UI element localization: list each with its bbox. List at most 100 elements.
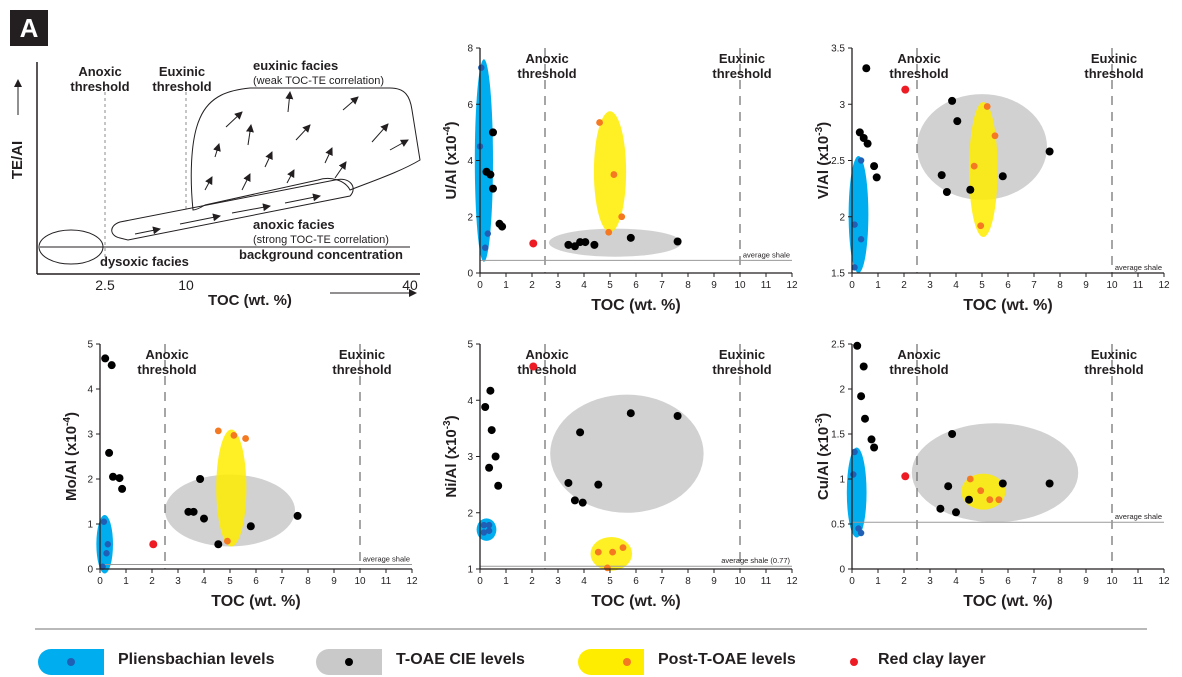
- cu-xtick-label-7: 7: [1031, 576, 1037, 587]
- v-xtick-label-5: 5: [979, 280, 985, 291]
- cu-ytick-label-1: 1: [839, 475, 845, 486]
- cu-point-post_toae-1: [977, 487, 985, 495]
- legend-dot-post-toae: [623, 658, 631, 666]
- cu-xtick-label-10: 10: [1106, 576, 1118, 587]
- cu-ytick-label-2.5: 2.5: [831, 340, 845, 351]
- u-y-label: U/Al (x10-4): [442, 121, 460, 199]
- legend-label-pliensbachian: Pliensbachian levels: [118, 651, 275, 668]
- cu-xtick-label-4: 4: [953, 576, 959, 587]
- v-ytick-label-2.5: 2.5: [831, 156, 845, 167]
- ni-xtick-label-7: 7: [659, 576, 665, 587]
- u-average-shale-label: average shale: [743, 250, 790, 259]
- cu-point-pliensbachian-0: [851, 448, 858, 456]
- mo-point-toae-11: [246, 522, 255, 531]
- mo-point-post_toae-1: [230, 431, 238, 439]
- u-point-red_clay-0: [529, 239, 538, 248]
- u-xtick-label-1: 1: [503, 280, 509, 291]
- cu-xtick-label-3: 3: [927, 576, 933, 587]
- cu-threshold-label-1-1: threshold: [1084, 362, 1143, 377]
- u-threshold-label-0-0: Anoxic: [525, 51, 568, 66]
- cu-point-pliensbachian-3: [857, 529, 865, 537]
- u-region-toae: [548, 228, 682, 257]
- ni-xtick-label-11: 11: [761, 576, 772, 587]
- u-xtick-label-10: 10: [734, 280, 746, 291]
- u-region-pliensbachian: [474, 59, 493, 262]
- cu-x-label: TOC (wt. %): [963, 593, 1052, 610]
- euxinic-facies-outline: [190, 87, 421, 211]
- ni-xtick-label-4: 4: [581, 576, 587, 587]
- u-threshold-label-1-0: Euxinic: [719, 51, 765, 66]
- v-point-pliensbachian-1: [851, 221, 858, 228]
- u-point-post_toae-1: [610, 171, 618, 178]
- cu-point-toae-4: [867, 435, 876, 444]
- cu-point-toae-5: [870, 443, 879, 452]
- panel-label: A: [10, 10, 48, 46]
- mo-point-toae-2: [105, 448, 114, 457]
- u-xtick-label-11: 11: [761, 280, 772, 291]
- schematic-euxinic-label-1: Euxinic: [159, 64, 205, 79]
- mo-point-toae-8: [189, 507, 198, 516]
- cu-ytick-label-1.5: 1.5: [831, 430, 845, 441]
- legend-dot-pliensbachian: [67, 658, 75, 666]
- mo-y-label: Mo/Al (x10-4): [62, 412, 80, 501]
- cu-ytick-label-0.5: 0.5: [831, 520, 845, 531]
- background-label: background concentration: [239, 247, 403, 262]
- u-xtick-label-8: 8: [685, 280, 691, 291]
- cu-y-label: Cu/Al (x10-3): [814, 413, 832, 500]
- v-point-toae-6: [948, 96, 957, 105]
- ni-threshold-label-1-1: threshold: [712, 362, 771, 377]
- mo-point-toae-10: [214, 540, 223, 549]
- v-point-red_clay-0: [901, 85, 910, 94]
- cu-ytick-label-0: 0: [839, 565, 845, 576]
- mo-point-toae-1: [107, 361, 116, 370]
- mo-point-toae-0: [101, 354, 110, 363]
- mo-point-red_clay-0: [149, 540, 158, 549]
- mo-point-post_toae-0: [214, 427, 222, 435]
- mo-xtick-label-2: 2: [149, 576, 155, 587]
- ni-ytick-label-3: 3: [467, 452, 473, 463]
- ni-point-post_toae-1: [609, 548, 616, 556]
- mo-ytick-label-3: 3: [87, 430, 93, 441]
- schematic-diagram: TE/AI TOC (wt. %) 2.5 10 40 Anoxic thres…: [9, 58, 421, 309]
- v-xtick-label-1: 1: [875, 280, 881, 291]
- ni-point-toae-10: [594, 480, 603, 489]
- u-xtick-label-7: 7: [659, 280, 665, 291]
- ni-point-toae-2: [487, 426, 496, 435]
- ni-ytick-label-2: 2: [467, 508, 473, 519]
- v-ytick-label-3: 3: [839, 100, 845, 111]
- ni-average-shale-label: average shale (0.77): [721, 556, 790, 565]
- u-xtick-label-12: 12: [786, 280, 798, 291]
- mo-ytick-label-4: 4: [87, 385, 93, 396]
- cu-xtick-label-5: 5: [979, 576, 985, 587]
- cu-point-toae-0: [853, 341, 862, 350]
- ni-xtick-label-6: 6: [633, 576, 639, 587]
- mo-xtick-label-11: 11: [381, 576, 392, 587]
- ni-point-toae-5: [494, 481, 503, 490]
- u-point-post_toae-0: [596, 119, 603, 126]
- v-xtick-label-2: 2: [901, 280, 907, 291]
- schematic-tick-40: 40: [402, 277, 418, 293]
- u-point-pliensbachian-0: [478, 64, 485, 71]
- ni-xtick-label-1: 1: [503, 576, 509, 587]
- u-ytick-label-4: 4: [467, 156, 473, 167]
- mo-point-pliensbachian-2: [103, 550, 110, 557]
- ni-point-toae-4: [485, 463, 494, 472]
- ni-point-pliensbachian-2: [480, 529, 488, 536]
- legend-dot-toae: [345, 658, 353, 666]
- v-x-label: TOC (wt. %): [963, 297, 1052, 314]
- cu-ytick-label-2: 2: [839, 385, 845, 396]
- ni-xtick-label-3: 3: [555, 576, 561, 587]
- mo-point-toae-4: [115, 474, 124, 483]
- v-point-toae-7: [953, 117, 962, 126]
- ni-point-toae-11: [626, 409, 635, 418]
- ni-point-post_toae-0: [594, 548, 602, 556]
- schematic-euxinic-label-2: threshold: [152, 79, 211, 94]
- schematic-y-label: TE/AI: [9, 141, 26, 179]
- u-point-toae-10: [590, 240, 599, 249]
- cu-average-shale-label: average shale: [1115, 512, 1162, 521]
- v-point-toae-3: [863, 139, 872, 148]
- mo-point-toae-3: [109, 472, 117, 481]
